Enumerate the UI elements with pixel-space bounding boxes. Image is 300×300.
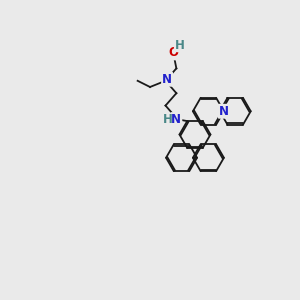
Text: O: O (168, 46, 178, 59)
Text: N: N (171, 113, 182, 126)
Text: H: H (175, 39, 184, 52)
Text: H: H (163, 113, 172, 126)
Text: N: N (162, 73, 172, 86)
Text: N: N (219, 105, 229, 118)
